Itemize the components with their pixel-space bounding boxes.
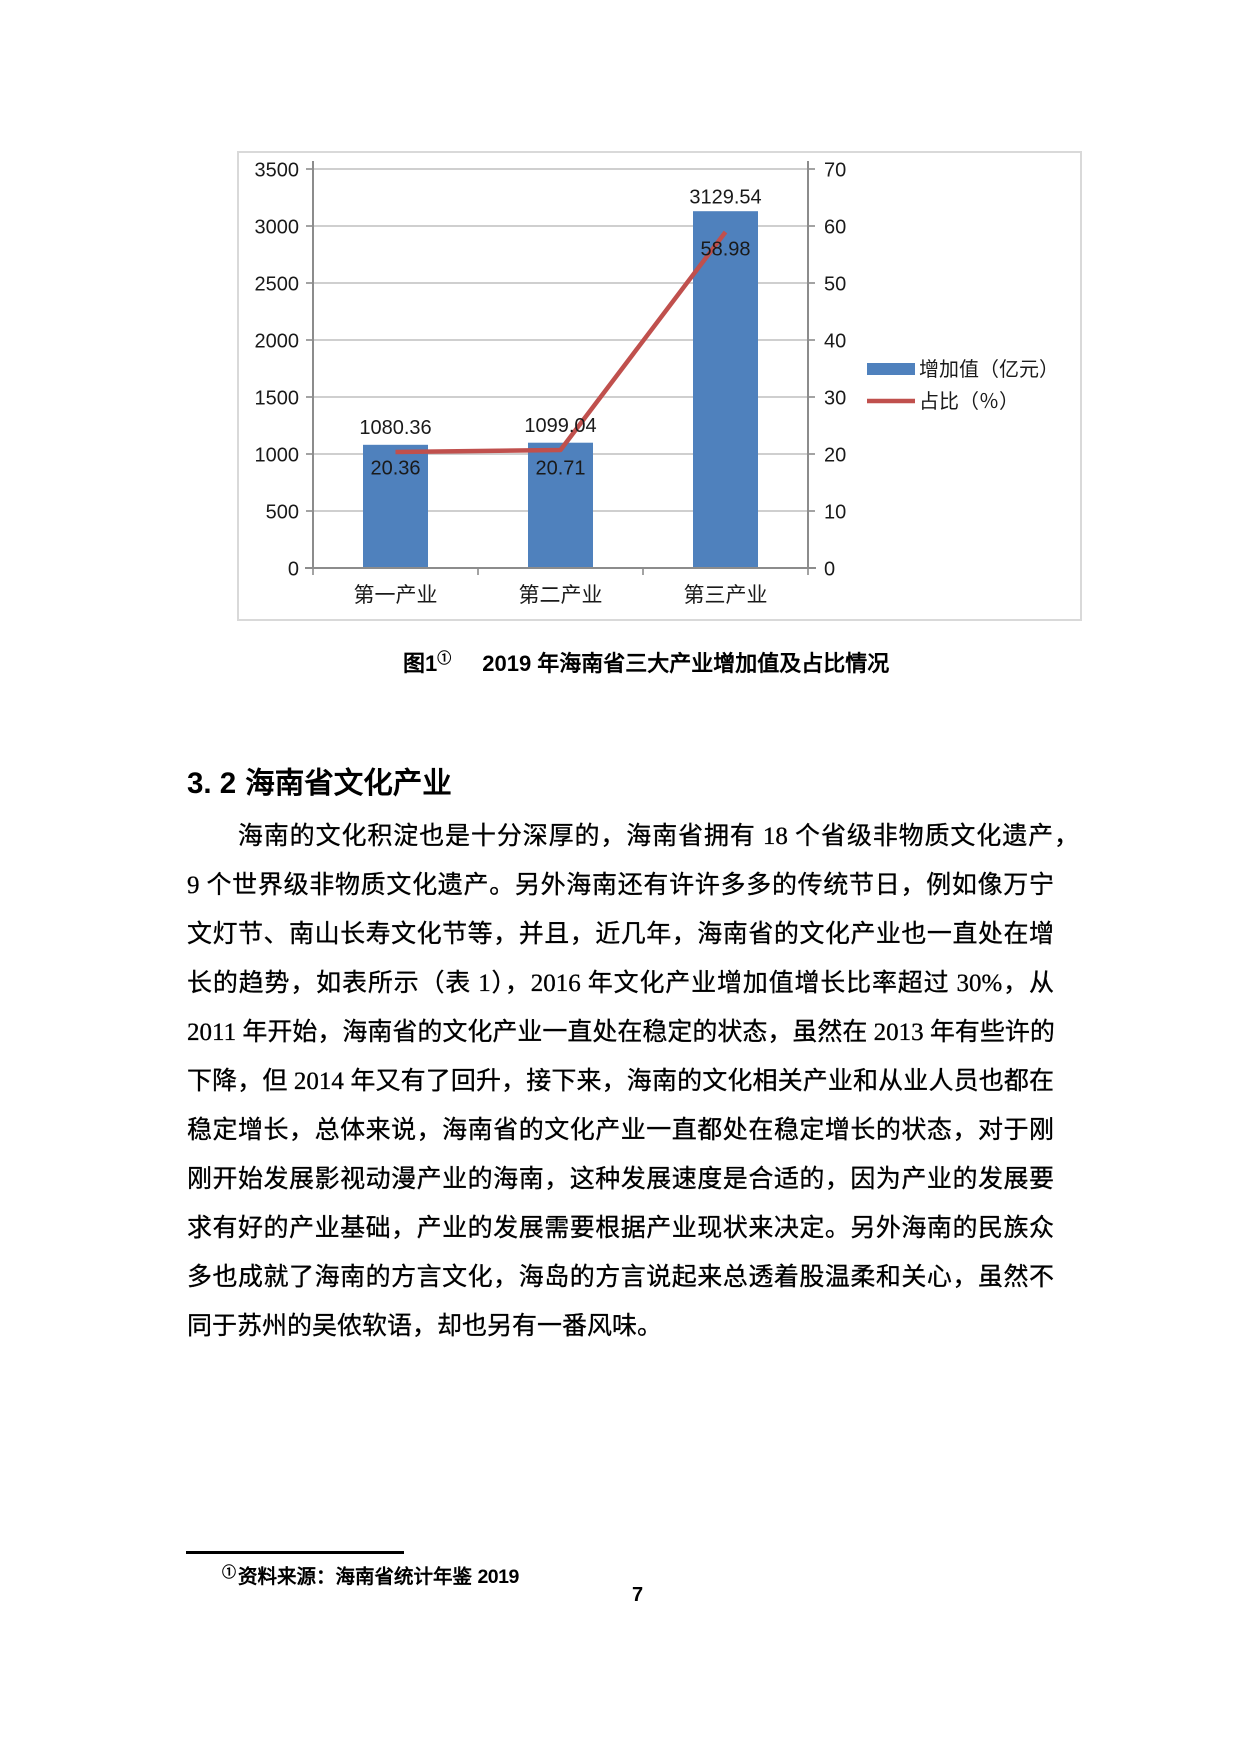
svg-text:60: 60 [824, 217, 846, 239]
svg-text:2000: 2000 [255, 331, 300, 353]
svg-text:3129.54: 3129.54 [689, 187, 761, 209]
svg-text:0: 0 [288, 559, 299, 581]
svg-text:1080.36: 1080.36 [359, 417, 431, 439]
svg-text:2500: 2500 [255, 274, 300, 296]
svg-text:第二产业: 第二产业 [519, 584, 603, 607]
svg-text:10: 10 [824, 502, 846, 524]
svg-text:1000: 1000 [255, 445, 300, 467]
svg-text:20: 20 [824, 445, 846, 467]
svg-text:20.36: 20.36 [370, 458, 420, 480]
svg-text:增加值（亿元）: 增加值（亿元） [919, 358, 1059, 381]
svg-text:30: 30 [824, 388, 846, 410]
svg-text:58.98: 58.98 [700, 239, 750, 261]
svg-text:第三产业: 第三产业 [684, 584, 768, 607]
svg-text:40: 40 [824, 331, 846, 353]
svg-text:占比（％）: 占比（％） [919, 390, 1019, 413]
svg-text:1500: 1500 [255, 388, 300, 410]
svg-text:3000: 3000 [255, 217, 300, 239]
svg-text:1099.04: 1099.04 [524, 415, 596, 437]
svg-text:第一产业: 第一产业 [354, 584, 438, 607]
svg-text:20.71: 20.71 [535, 458, 585, 480]
svg-text:70: 70 [824, 160, 846, 182]
svg-text:500: 500 [266, 502, 299, 524]
svg-text:3500: 3500 [255, 160, 300, 182]
svg-text:0: 0 [824, 559, 835, 581]
svg-text:50: 50 [824, 274, 846, 296]
